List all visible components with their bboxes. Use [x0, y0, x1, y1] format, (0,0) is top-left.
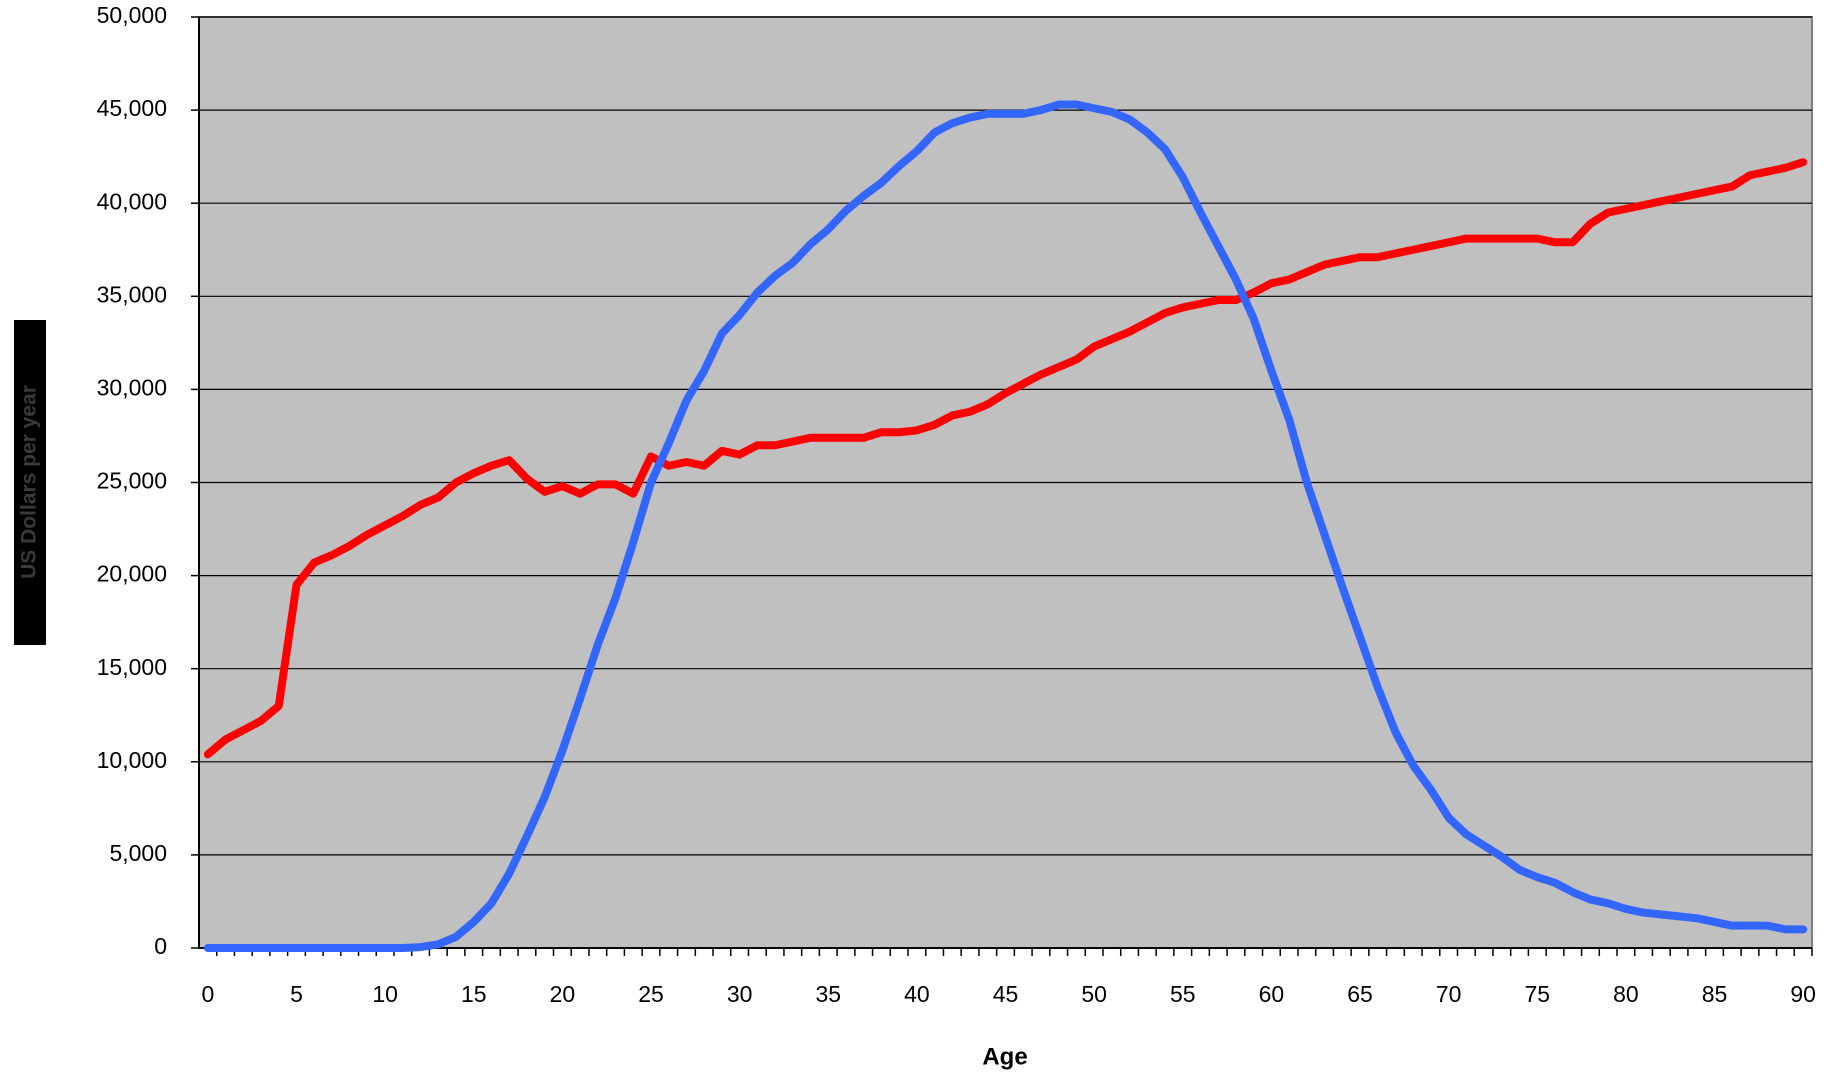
x-tick-label: 75	[1524, 981, 1550, 1007]
y-tick-label: 0	[154, 933, 167, 959]
x-tick-label: 35	[815, 981, 841, 1007]
x-axis-label: Age	[982, 1043, 1027, 1070]
y-tick-label: 35,000	[97, 281, 167, 307]
x-tick-label: 30	[727, 981, 753, 1007]
x-tick-label: 5	[290, 981, 303, 1007]
y-axis-label: US Dollars per year	[18, 385, 41, 579]
y-tick-label: 5,000	[109, 840, 167, 866]
series-line	[203, 100, 1808, 952]
y-tick-label: 40,000	[97, 188, 167, 214]
x-tick-label: 10	[372, 981, 398, 1007]
x-tick-label: 55	[1170, 981, 1196, 1007]
x-tick-label: 90	[1790, 981, 1816, 1007]
x-tick-label: 20	[550, 981, 576, 1007]
series-line	[203, 158, 1808, 759]
x-tick-label: 45	[993, 981, 1019, 1007]
x-tick-label: 40	[904, 981, 930, 1007]
x-tick-label: 15	[461, 981, 487, 1007]
y-tick-label: 25,000	[97, 468, 167, 494]
x-tick-label: 60	[1259, 981, 1285, 1007]
x-tick-label: 70	[1436, 981, 1462, 1007]
x-tick-label: 65	[1347, 981, 1373, 1007]
x-tick-label: 50	[1081, 981, 1107, 1007]
x-tick-label: 25	[638, 981, 664, 1007]
y-tick-label: 10,000	[97, 747, 167, 773]
y-tick-label: 20,000	[97, 561, 167, 587]
x-tick-label: 80	[1613, 981, 1639, 1007]
y-label-box	[14, 320, 46, 645]
x-tick-label: 0	[201, 981, 214, 1007]
y-tick-label: 30,000	[97, 374, 167, 400]
y-tick-label: 15,000	[97, 654, 167, 680]
x-tick-label: 85	[1702, 981, 1728, 1007]
y-tick-label: 50,000	[97, 2, 167, 28]
y-tick-label: 45,000	[97, 95, 167, 121]
